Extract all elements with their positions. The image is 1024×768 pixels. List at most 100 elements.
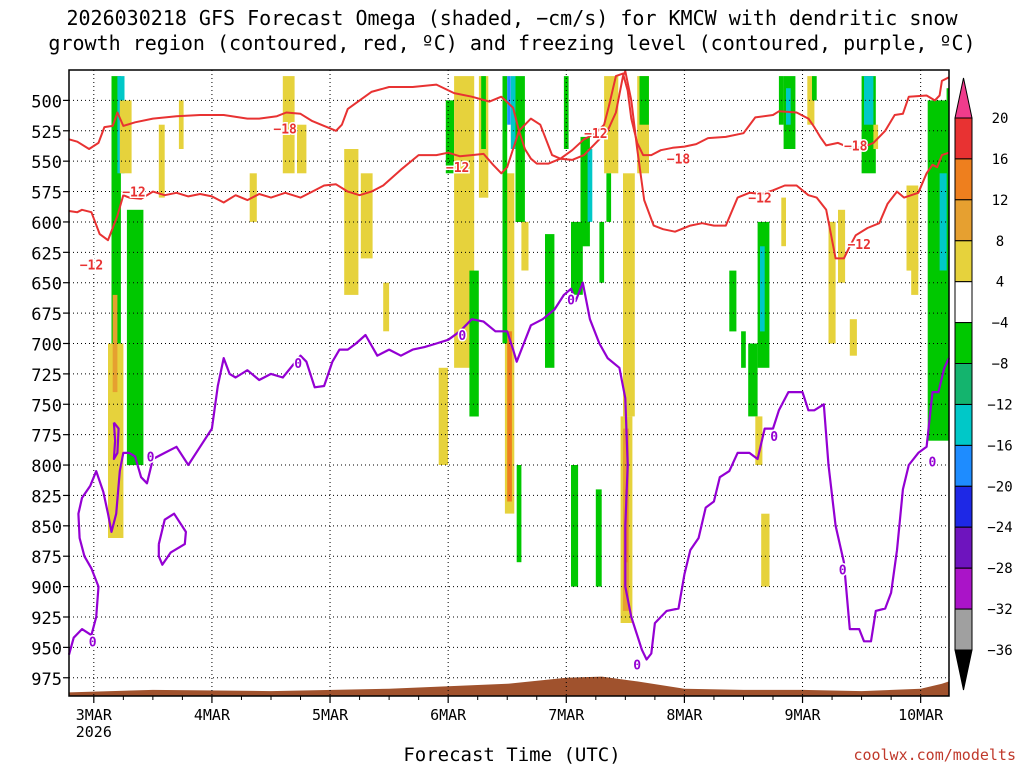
credit-text: coolwx.com/modelts	[853, 746, 1016, 764]
y-tick-label: 700	[31, 335, 62, 355]
colorbar-segment	[954, 404, 973, 446]
colorbar-segment	[954, 485, 973, 528]
colorbar-segment	[954, 363, 973, 405]
x-tick-label: 7MAR	[548, 706, 585, 724]
colorbar-tick-label: 16	[992, 152, 1009, 168]
colorbar-tick-label: 8	[996, 234, 1004, 250]
terrain-layer	[69, 676, 949, 696]
omega-shade-50	[755, 416, 763, 465]
freezing-contour-label: 0	[147, 451, 155, 466]
colorbar-segment	[954, 444, 973, 487]
omega-shade-51	[761, 513, 770, 587]
freezing-level-loop-1	[157, 512, 187, 566]
y-tick-label: 500	[31, 92, 62, 112]
colorbar-segment	[954, 158, 973, 201]
omega-shade-10	[297, 124, 307, 174]
freezing-contour-label: 0	[458, 329, 466, 344]
omega-shade-49	[748, 343, 758, 417]
dgz-contour-label: −12	[80, 258, 103, 273]
freezing-contour-label: 0	[839, 564, 847, 579]
omega-shade-45	[741, 331, 746, 368]
dgz-contour-label: −12	[748, 192, 771, 207]
x-tick-label: 4MAR	[194, 706, 231, 724]
freezing-contour-label: 0	[770, 430, 778, 445]
omega-shade-12	[360, 173, 373, 259]
y-tick-label: 650	[31, 275, 62, 295]
omega-shade-22	[502, 76, 508, 344]
contour-label-layer: −18 −12 −12 −12 −12 −18 −18 −12 −12 0 0 0 0 0 0 0 0 0	[78, 121, 938, 675]
omega-shade-58	[828, 221, 836, 344]
colorbar-tick-label: −8	[992, 357, 1009, 373]
y-tick-label: 850	[31, 518, 62, 538]
y-tick-label: 875	[31, 548, 62, 568]
omega-shade-68	[946, 88, 949, 125]
dgz-contour-label: −12	[847, 238, 870, 253]
colorbar-tick-label: −28	[987, 561, 1012, 577]
omega-shade-26	[516, 465, 522, 563]
omega-shade-53	[781, 197, 786, 247]
colorbar-segment	[954, 526, 973, 569]
omega-shade-64	[906, 185, 919, 271]
omega-shade-24	[510, 76, 516, 149]
x-tick-label: 6MAR	[430, 706, 467, 724]
freezing-contour-label: 0	[567, 294, 575, 309]
y-tick-label: 925	[31, 609, 62, 629]
y-tick-label: 725	[31, 366, 62, 386]
omega-shade-25	[515, 76, 525, 222]
freezing-contour-label: 0	[929, 455, 937, 470]
freezing-contour-label: 0	[89, 635, 97, 650]
omega-shade-60	[849, 319, 857, 356]
omega-shade-63	[873, 124, 879, 149]
colorbar-tick-label: −20	[987, 479, 1012, 495]
colorbar-tick-label: −12	[987, 397, 1012, 413]
dgz-minus18-contour	[68, 72, 950, 165]
x-tick-label: 8MAR	[666, 706, 703, 724]
colorbar-tick-label: 12	[992, 193, 1009, 209]
x-tick-sublabel: 2026	[76, 723, 112, 741]
omega-shade-55	[786, 88, 791, 125]
colorbar-bottom-arrow	[954, 649, 973, 691]
freezing-contour-label: 0	[294, 357, 302, 372]
omega-shade-28	[545, 234, 555, 368]
x-axis-title: Forecast Time (UTC)	[403, 744, 621, 766]
colorbar-segment	[954, 240, 973, 283]
omega-shade-14	[438, 367, 449, 465]
y-tick-label: 825	[31, 487, 62, 507]
y-tick-label: 975	[31, 670, 62, 690]
y-tick-label: 550	[31, 153, 62, 173]
freezing-level-contour	[67, 281, 950, 661]
omega-shade-15	[445, 100, 455, 174]
omega-shade-41	[625, 489, 628, 563]
y-tick-label: 775	[31, 427, 62, 447]
omega-shade-9	[282, 76, 295, 174]
colorbar-segment	[954, 281, 973, 324]
colorbar-segment	[954, 117, 973, 160]
omega-shade-5	[119, 100, 132, 174]
y-axis: 500 525 550 575 600 625 650 675 700 725 750 775 800 8…	[31, 92, 69, 690]
omega-shade-27	[521, 221, 529, 271]
x-tick-label: 10MAR	[898, 706, 944, 724]
terrain-area	[69, 676, 949, 696]
y-tick-label: 625	[31, 244, 62, 264]
omega-shade-30	[571, 221, 583, 295]
omega-shade-13	[383, 282, 390, 332]
colorbar-tick-label: −32	[987, 602, 1012, 618]
dgz-contour-label: −12	[446, 161, 469, 176]
omega-shade-59	[838, 209, 846, 283]
omega-shade-16	[454, 76, 475, 368]
chart-title-line1: 2026030218 GFS Forecast Omega (shaded, −…	[66, 6, 958, 30]
omega-shade-56	[807, 76, 815, 125]
colorbar-segment	[954, 322, 973, 365]
y-tick-label: 950	[31, 639, 62, 659]
dgz-contour-label: −18	[844, 139, 868, 154]
omega-shade-44	[729, 270, 737, 332]
chart-title-line2: growth region (contoured, red, ºC) and f…	[48, 31, 976, 55]
plot-frame	[68, 69, 950, 697]
omega-shade-0	[111, 76, 121, 393]
y-tick-label: 600	[31, 214, 62, 234]
y-tick-label: 750	[31, 396, 62, 416]
dgz-minus12-contour	[68, 70, 950, 260]
omega-shade-62	[864, 76, 874, 125]
omega-shade-32	[587, 149, 593, 222]
